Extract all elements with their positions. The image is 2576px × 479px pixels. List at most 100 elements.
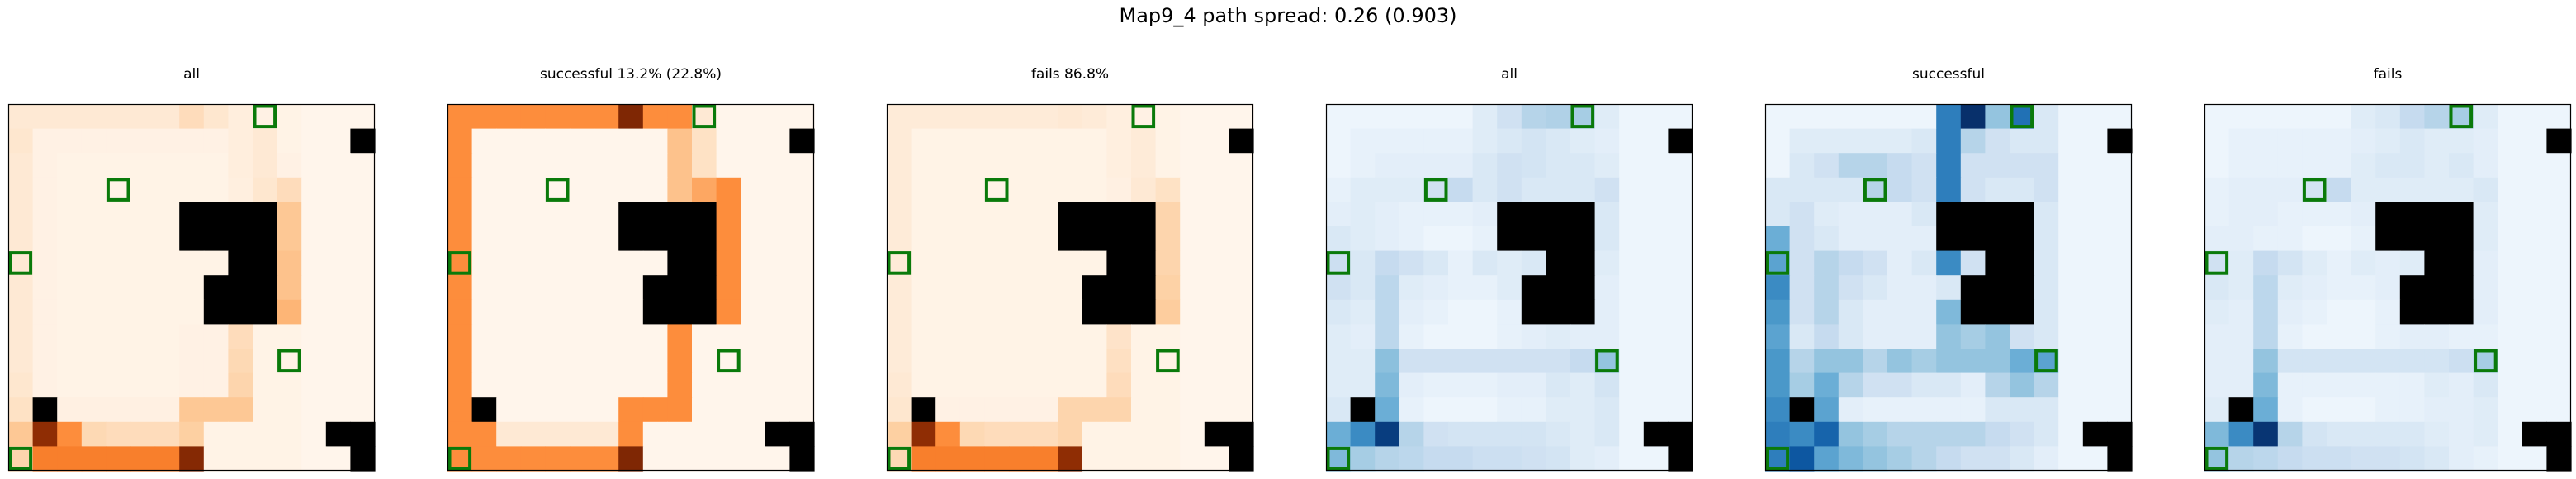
heatmap-cell bbox=[789, 349, 815, 374]
heatmap-cell bbox=[2498, 202, 2523, 227]
heatmap-cell bbox=[2253, 446, 2279, 472]
obstacle-cell bbox=[2375, 226, 2401, 252]
heatmap-cell bbox=[1155, 421, 1181, 447]
heatmap-cell bbox=[2228, 226, 2254, 252]
heatmap-cell bbox=[1936, 153, 1962, 178]
heatmap-cell bbox=[741, 446, 766, 472]
heatmap-cell bbox=[1911, 299, 1937, 325]
obstacle-cell bbox=[1668, 446, 1693, 472]
heatmap-cell bbox=[2498, 104, 2523, 130]
heatmap-cell bbox=[1472, 202, 1498, 227]
heatmap-cell bbox=[1180, 128, 1205, 154]
obstacle-cell bbox=[1106, 299, 1132, 325]
obstacle-cell bbox=[692, 202, 717, 227]
heatmap-cell bbox=[1619, 177, 1645, 202]
heatmap-cell bbox=[1765, 349, 1791, 374]
heatmap-cell bbox=[1594, 446, 1620, 472]
heatmap-cell bbox=[959, 299, 985, 325]
obstacle-cell bbox=[1131, 299, 1157, 325]
heatmap-cell bbox=[325, 226, 351, 252]
heatmap-cell bbox=[1399, 226, 1424, 252]
heatmap-cell bbox=[1106, 421, 1132, 447]
heatmap-cell bbox=[8, 128, 34, 154]
heatmap-cell bbox=[2498, 128, 2523, 154]
obstacle-cell bbox=[2107, 128, 2133, 154]
heatmap-cell bbox=[1350, 104, 1376, 130]
obstacle-cell bbox=[1082, 226, 1107, 252]
heatmap-cell bbox=[325, 275, 351, 301]
heatmap-cell bbox=[545, 226, 571, 252]
heatmap-cell bbox=[959, 153, 985, 178]
heatmap-cell bbox=[1350, 177, 1376, 202]
heatmap-cell bbox=[1765, 397, 1791, 423]
heatmap-cell bbox=[959, 446, 985, 472]
heatmap-cell bbox=[2473, 177, 2498, 202]
heatmap-cell bbox=[496, 177, 522, 202]
heatmap-cell bbox=[2473, 372, 2498, 398]
heatmap-cell bbox=[1180, 275, 1205, 301]
heatmap-cell bbox=[57, 299, 83, 325]
heatmap-cell bbox=[1058, 299, 1083, 325]
heatmap-cell bbox=[716, 177, 741, 202]
heatmap-cell bbox=[911, 226, 936, 252]
heatmap-cell bbox=[545, 421, 571, 447]
heatmap-cell bbox=[8, 349, 34, 374]
heatmap-cell bbox=[1082, 153, 1107, 178]
heatmap-cell bbox=[1789, 349, 1815, 374]
heatmap-cell bbox=[2204, 104, 2230, 130]
heatmap-cell bbox=[2546, 177, 2572, 202]
heatmap-cell bbox=[1814, 324, 1840, 349]
heatmap-cell bbox=[32, 275, 58, 301]
heatmap-cell bbox=[1789, 177, 1815, 202]
heatmap-cell bbox=[2228, 421, 2254, 447]
heatmap-cell bbox=[1375, 202, 1400, 227]
heatmap-cell bbox=[2351, 421, 2376, 447]
heatmap-cell bbox=[2034, 446, 2059, 472]
heatmap-cell bbox=[2351, 128, 2376, 154]
heatmap-cell bbox=[1643, 202, 1669, 227]
heatmap-cell bbox=[1594, 128, 1620, 154]
heatmap-cell bbox=[1180, 202, 1205, 227]
heatmap-cell bbox=[154, 104, 180, 130]
heatmap-cell bbox=[1887, 250, 1913, 276]
heatmap-cell bbox=[277, 153, 302, 178]
heatmap-cell bbox=[887, 349, 912, 374]
heatmap-cell bbox=[2351, 397, 2376, 423]
heatmap-cell bbox=[1521, 421, 1546, 447]
heatmap-cell bbox=[2277, 421, 2303, 447]
heatmap-cell bbox=[1863, 446, 1888, 472]
heatmap-cell bbox=[32, 349, 58, 374]
heatmap-cell bbox=[594, 397, 619, 423]
heatmap-cell bbox=[1789, 275, 1815, 301]
heatmap-cell bbox=[2351, 177, 2376, 202]
heatmap-cell bbox=[1204, 275, 1229, 301]
heatmap-cell bbox=[789, 250, 815, 276]
heatmap-cell bbox=[32, 372, 58, 398]
heatmap-cell bbox=[1326, 275, 1352, 301]
heatmap-cell bbox=[203, 324, 229, 349]
obstacle-cell bbox=[2375, 202, 2401, 227]
heatmap-cell bbox=[911, 128, 936, 154]
heatmap-cell bbox=[2302, 226, 2327, 252]
obstacle-cell bbox=[350, 446, 376, 472]
heatmap-cell bbox=[2327, 226, 2352, 252]
heatmap-cell bbox=[57, 250, 83, 276]
heatmap-cell bbox=[2424, 177, 2450, 202]
heatmap-cell bbox=[667, 104, 693, 130]
heatmap-cell bbox=[2546, 153, 2572, 178]
waypoint-marker bbox=[984, 178, 1009, 202]
heatmap-cell bbox=[57, 226, 83, 252]
heatmap-cell bbox=[1814, 202, 1840, 227]
heatmap-cell bbox=[2302, 397, 2327, 423]
heatmap-cell bbox=[2546, 250, 2572, 276]
heatmap-cell bbox=[1399, 349, 1424, 374]
heatmap-cell bbox=[2424, 349, 2450, 374]
heatmap-cell bbox=[1472, 128, 1498, 154]
heatmap-cell bbox=[277, 397, 302, 423]
heatmap-cell bbox=[1009, 275, 1035, 301]
heatmap-cell bbox=[154, 250, 180, 276]
heatmap-cell bbox=[1472, 421, 1498, 447]
heatmap-cell bbox=[1399, 299, 1424, 325]
heatmap-cell bbox=[57, 372, 83, 398]
heatmap-cell bbox=[1936, 446, 1962, 472]
